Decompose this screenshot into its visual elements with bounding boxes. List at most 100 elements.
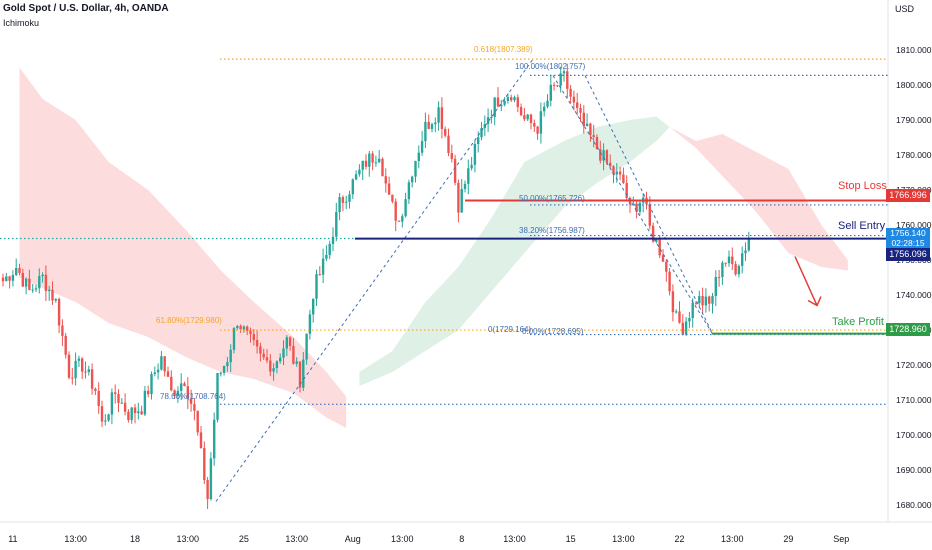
- candle-body: [246, 326, 249, 331]
- candle-body: [147, 390, 150, 395]
- candle-body: [668, 271, 671, 292]
- candle-body: [242, 326, 246, 330]
- candle-body: [97, 390, 100, 407]
- current-price: 1756.140: [890, 228, 926, 238]
- candle-body: [414, 161, 417, 177]
- forecast-arrow-shaft: [794, 256, 818, 306]
- candle-body: [335, 211, 338, 237]
- candle-body: [107, 414, 110, 421]
- fib-label-100: 100.00%(1802.757): [515, 62, 586, 71]
- y-tick-label: 1710.000: [896, 395, 932, 405]
- candle-body: [694, 302, 698, 304]
- candle-body: [110, 392, 114, 415]
- candle-body: [259, 346, 262, 354]
- candle-body: [609, 162, 612, 167]
- candle-body: [602, 150, 605, 161]
- candle-body: [549, 84, 552, 101]
- candle-body: [199, 432, 203, 449]
- candle-body: [176, 390, 180, 396]
- symbol-title[interactable]: Gold Spot / U.S. Dollar, 4h, OANDA: [3, 3, 169, 14]
- candle-body: [559, 73, 562, 86]
- x-tick-label: Aug: [345, 534, 361, 544]
- candle-body: [272, 368, 275, 372]
- candle-body: [51, 289, 54, 301]
- y-tick-label: 1790.000: [896, 115, 932, 125]
- candle-body: [556, 85, 559, 87]
- x-tick-label: 13:00: [285, 534, 308, 544]
- candle-body: [519, 107, 523, 116]
- candle-body: [483, 124, 486, 129]
- candle-body: [480, 128, 483, 138]
- candle-body: [533, 123, 536, 127]
- bar-countdown: 02:28:15: [891, 238, 925, 248]
- candle-body: [407, 182, 411, 200]
- candle-body: [354, 174, 358, 180]
- candle-body: [8, 276, 11, 281]
- y-tick-label: 1720.000: [896, 360, 932, 370]
- x-tick-label: Sep: [833, 534, 849, 544]
- candle-body: [506, 97, 510, 101]
- candle-body: [123, 402, 127, 412]
- candle-body: [516, 97, 519, 108]
- candle-body: [731, 256, 734, 265]
- candle-body: [203, 448, 206, 481]
- candle-body: [94, 388, 97, 391]
- candle-body: [252, 334, 255, 341]
- candle-body: [447, 135, 450, 154]
- candle-body: [160, 356, 163, 370]
- candle-body: [71, 377, 74, 379]
- fib-label-0618: 0.618(1807.389): [474, 45, 533, 54]
- candle-body: [206, 480, 209, 500]
- candle-body: [585, 123, 589, 127]
- candle-body: [651, 225, 655, 242]
- candle-body: [526, 114, 529, 120]
- candle-body: [265, 357, 269, 361]
- candle-body: [486, 117, 490, 125]
- fib-trend-down: [552, 75, 714, 335]
- indicator-label[interactable]: Ichimoku: [3, 18, 40, 28]
- candle-body: [440, 107, 444, 129]
- candle-body: [209, 458, 213, 500]
- candle-body: [302, 359, 305, 388]
- candle-body: [321, 258, 325, 275]
- x-tick-label: 13:00: [177, 534, 200, 544]
- candle-body: [331, 236, 335, 244]
- candle-body: [463, 183, 467, 190]
- candle-body: [156, 369, 160, 373]
- x-tick-label: 22: [674, 534, 684, 544]
- fib-label-618: 61.80%(1729.980): [156, 316, 222, 325]
- candle-body: [500, 104, 503, 107]
- candle-body: [605, 150, 609, 163]
- candle-body: [64, 335, 67, 355]
- candle-body: [424, 121, 427, 142]
- candle-body: [351, 179, 354, 195]
- chart-header: Gold Spot / U.S. Dollar, 4h, OANDA Ichim…: [3, 3, 169, 29]
- candle-body: [404, 199, 407, 217]
- candle-body: [21, 273, 24, 287]
- candle-body: [44, 274, 48, 292]
- candle-body: [437, 107, 440, 123]
- candle-body: [493, 97, 496, 117]
- candle-body: [546, 100, 549, 107]
- candle-body: [678, 311, 681, 323]
- candle-body: [658, 239, 661, 256]
- candle-body: [529, 114, 533, 124]
- candle-body: [675, 311, 678, 313]
- candle-body: [255, 340, 259, 347]
- candle-body: [166, 371, 170, 377]
- candle-body: [114, 392, 117, 394]
- candle-body: [236, 325, 239, 329]
- candle-body: [460, 189, 463, 213]
- candle-body: [684, 321, 688, 335]
- candle-body: [364, 160, 368, 167]
- candle-body: [566, 71, 569, 89]
- candle-body: [592, 135, 595, 137]
- y-tick-label: 1800.000: [896, 80, 932, 90]
- x-tick-label: 13:00: [503, 534, 526, 544]
- fib-label-0: 0(1729.164): [488, 325, 532, 334]
- candle-body: [11, 274, 15, 281]
- candle-body: [24, 278, 28, 287]
- candle-body: [54, 298, 57, 301]
- candle-body: [569, 88, 572, 97]
